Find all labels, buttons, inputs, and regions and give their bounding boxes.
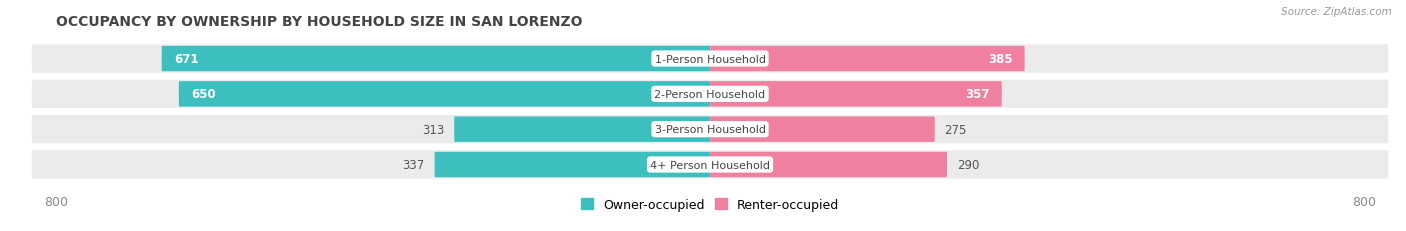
FancyBboxPatch shape [710,152,948,177]
FancyBboxPatch shape [710,47,1025,72]
Text: Source: ZipAtlas.com: Source: ZipAtlas.com [1281,7,1392,17]
Text: 671: 671 [174,53,198,66]
Text: 3-Person Household: 3-Person Household [655,125,765,135]
FancyBboxPatch shape [179,82,710,107]
FancyBboxPatch shape [710,117,935,142]
Text: 4+ Person Household: 4+ Person Household [650,160,770,170]
FancyBboxPatch shape [32,45,1388,73]
Text: 385: 385 [988,53,1012,66]
FancyBboxPatch shape [32,116,1388,144]
FancyBboxPatch shape [454,117,710,142]
Text: 650: 650 [191,88,215,101]
Text: OCCUPANCY BY OWNERSHIP BY HOUSEHOLD SIZE IN SAN LORENZO: OCCUPANCY BY OWNERSHIP BY HOUSEHOLD SIZE… [56,15,582,29]
Text: 275: 275 [945,123,967,136]
FancyBboxPatch shape [32,80,1388,109]
Text: 357: 357 [965,88,990,101]
Text: 337: 337 [402,158,425,171]
FancyBboxPatch shape [710,82,1002,107]
Legend: Owner-occupied, Renter-occupied: Owner-occupied, Renter-occupied [581,198,839,211]
Text: 1-Person Household: 1-Person Household [655,54,765,64]
Text: 290: 290 [957,158,979,171]
FancyBboxPatch shape [434,152,710,177]
FancyBboxPatch shape [32,151,1388,179]
Text: 313: 313 [422,123,444,136]
Text: 2-Person Household: 2-Person Household [654,89,766,99]
FancyBboxPatch shape [162,47,710,72]
